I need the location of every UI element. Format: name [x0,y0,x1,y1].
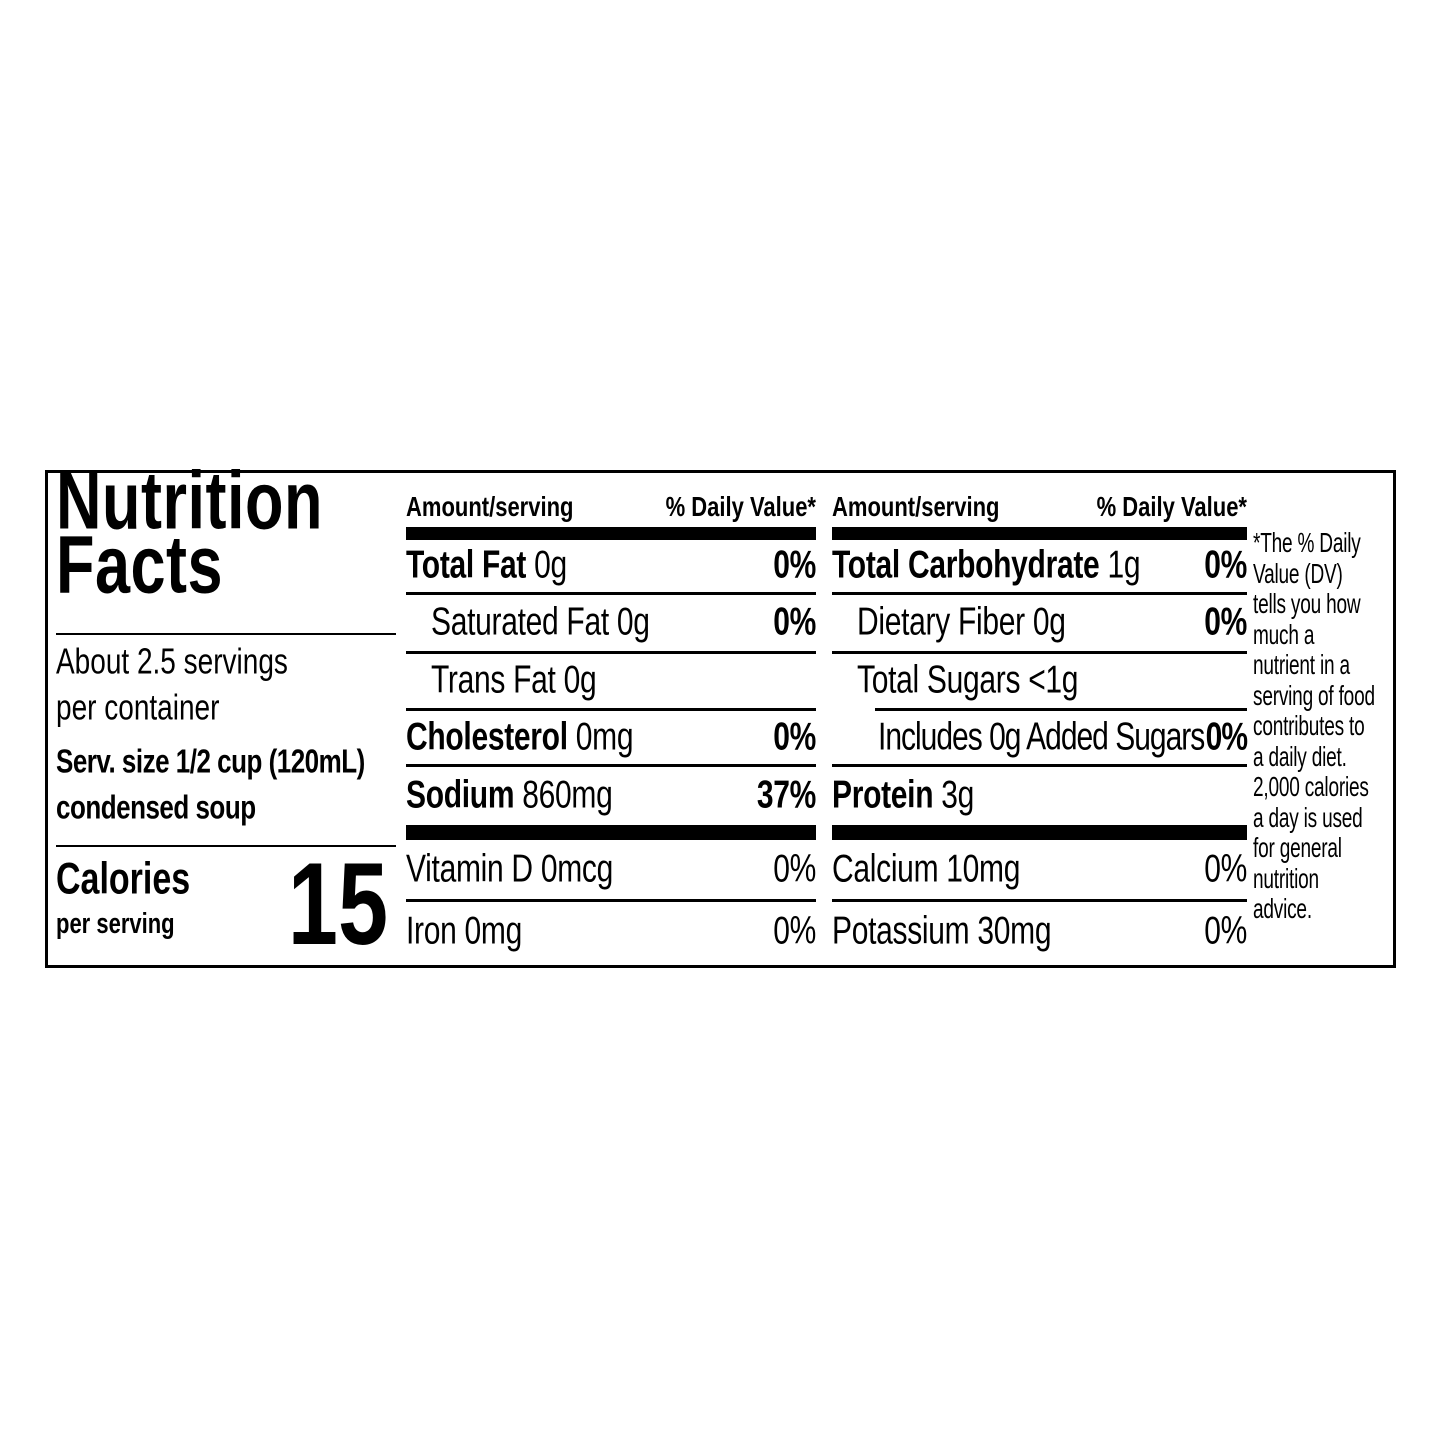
servings-text2: per container [56,687,220,728]
row-calcium: Calcium 10mg 0% [832,840,1247,899]
title-text-nutrition: Nutrition [56,455,323,547]
column-header: Amount/serving % Daily Value* [406,473,816,527]
divider-indented [875,708,1247,711]
nutrient-name: Potassium 30mg [832,909,1052,953]
nutrient-name: Sodium 860mg [406,773,613,817]
row-iron: Iron 0mg 0% [406,902,816,962]
row-cholesterol: Cholesterol 0mg 0% [406,711,816,764]
row-trans-fat: Trans Fat 0g [406,654,816,708]
row-sodium: Sodium 860mg 37% [406,767,816,825]
nutrient-dv: 0% [1204,847,1247,891]
title-text-facts: Facts [56,519,224,611]
serving-size-text: Serv. size 1/2 cup (120mL) [56,741,365,781]
divider [56,633,396,635]
calories-sublabel: per serving [56,905,396,943]
serving-size-line1: Serv. size 1/2 cup (120mL) [56,739,396,784]
divider [406,592,816,595]
nutrient-dv: 0% [773,600,816,644]
divider [406,899,816,902]
daily-value-header: % Daily Value* [1096,491,1247,523]
divider [832,651,1247,654]
per-serving-word: per serving [56,907,175,940]
nutrient-dv: 0% [773,543,816,587]
nutrient-name: Includes 0g Added Sugars [878,715,1205,759]
daily-value-header: % Daily Value* [665,491,816,523]
section-bar [406,527,816,540]
divider [832,764,1247,767]
row-saturated-fat: Saturated Fat 0g 0% [406,595,816,651]
nutrient-dv: 0% [773,847,816,891]
nutrient-name: Saturated Fat 0g [431,600,650,644]
serving-size-text2: condensed soup [56,787,256,827]
section-bar [832,825,1247,840]
calories-word: Calories [56,854,191,904]
nutrient-dv: 0% [1204,909,1247,953]
daily-value-footnote: *The % Daily Value (DV) tells you how mu… [1253,527,1375,924]
row-total-sugars: Total Sugars <1g [832,654,1247,708]
nutrient-dv: 37% [756,773,816,817]
row-added-sugars: Includes 0g Added Sugars 0% [832,711,1248,764]
serving-size-line2: condensed soup [56,785,396,830]
calories-value: 15 [287,840,388,970]
divider [832,899,1247,902]
calories-label: Calories [56,854,396,903]
section-bar [406,825,816,840]
calories-value-wrap: 15 [288,843,388,968]
section-bar [832,527,1247,540]
row-total-carbohydrate: Total Carbohydrate 1g 0% [832,540,1247,592]
nutrient-column-1: Amount/serving % Daily Value* Total Fat … [406,473,816,962]
row-total-fat: Total Fat 0g 0% [406,540,816,592]
label-left-column: Nutrition Facts About 2.5 servings per c… [56,459,396,968]
row-protein: Protein 3g [832,767,1247,825]
nutrient-name: Vitamin D 0mcg [406,847,613,891]
nutrition-facts-label: Nutrition Facts About 2.5 servings per c… [45,459,1396,968]
column-header: Amount/serving % Daily Value* [832,473,1247,527]
amount-serving-header: Amount/serving [406,491,574,523]
servings-per-container-line2: per container [56,685,396,731]
amount-serving-header: Amount/serving [832,491,1000,523]
divider [406,764,816,767]
divider [406,708,816,711]
row-dietary-fiber: Dietary Fiber 0g 0% [832,595,1247,651]
nutrient-name: Total Sugars <1g [857,658,1079,702]
nutrient-dv: 0% [1204,600,1247,644]
nutrient-name: Iron 0mg [406,909,522,953]
label-title-line2: Facts [56,523,396,606]
nutrient-name: Trans Fat 0g [431,658,597,702]
servings-text: About 2.5 servings [56,641,288,682]
nutrient-dv: 0% [1204,543,1247,587]
nutrient-dv: 0% [773,909,816,953]
servings-per-container-line1: About 2.5 servings [56,639,396,685]
nutrient-name: Calcium 10mg [832,847,1021,891]
divider [406,651,816,654]
nutrient-dv: 0% [773,715,816,759]
row-potassium: Potassium 30mg 0% [832,902,1247,962]
divider [832,592,1247,595]
nutrient-dv: 0% [1205,715,1248,759]
nutrient-name: Total Fat 0g [406,543,567,587]
nutrient-name: Protein 3g [832,773,975,817]
nutrient-column-2: Amount/serving % Daily Value* Total Carb… [832,473,1248,962]
nutrient-name: Cholesterol 0mg [406,715,634,759]
divider [56,845,396,847]
row-vitamin-d: Vitamin D 0mcg 0% [406,840,816,899]
nutrient-name: Total Carbohydrate 1g [832,543,1141,587]
nutrient-name: Dietary Fiber 0g [857,600,1066,644]
label-title-line1: Nutrition [56,459,396,542]
